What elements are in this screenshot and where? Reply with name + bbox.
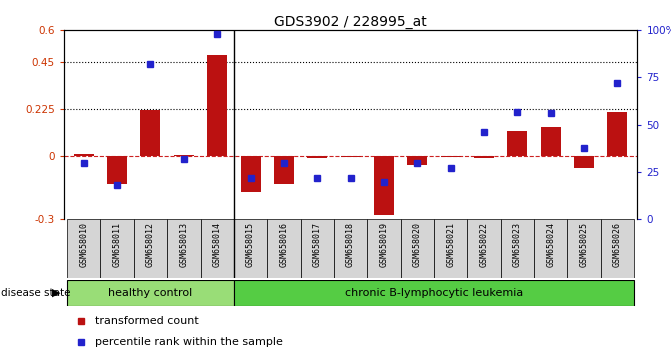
FancyBboxPatch shape bbox=[334, 219, 367, 278]
FancyBboxPatch shape bbox=[267, 219, 301, 278]
FancyBboxPatch shape bbox=[167, 219, 201, 278]
FancyBboxPatch shape bbox=[401, 219, 434, 278]
Text: GSM658016: GSM658016 bbox=[279, 222, 289, 267]
Text: GSM658019: GSM658019 bbox=[380, 222, 389, 267]
FancyBboxPatch shape bbox=[434, 219, 467, 278]
FancyBboxPatch shape bbox=[467, 219, 501, 278]
Bar bbox=[474, 156, 494, 159]
Bar bbox=[174, 155, 194, 156]
FancyBboxPatch shape bbox=[301, 219, 334, 278]
Text: transformed count: transformed count bbox=[95, 316, 199, 326]
Bar bbox=[274, 156, 294, 184]
Bar bbox=[574, 156, 594, 168]
Text: GSM658017: GSM658017 bbox=[313, 222, 321, 267]
Text: GSM658025: GSM658025 bbox=[580, 222, 588, 267]
Bar bbox=[240, 156, 260, 192]
Bar bbox=[441, 156, 461, 158]
Bar bbox=[374, 156, 394, 215]
Text: GSM658026: GSM658026 bbox=[613, 222, 622, 267]
FancyBboxPatch shape bbox=[234, 280, 634, 306]
Bar bbox=[407, 156, 427, 165]
Text: GSM658012: GSM658012 bbox=[146, 222, 155, 267]
Bar bbox=[207, 55, 227, 156]
Text: GSM658023: GSM658023 bbox=[513, 222, 522, 267]
Bar bbox=[74, 154, 94, 156]
Bar bbox=[307, 156, 327, 159]
Bar bbox=[541, 127, 561, 156]
Text: GSM658010: GSM658010 bbox=[79, 222, 89, 267]
Bar bbox=[140, 110, 160, 156]
Bar bbox=[507, 131, 527, 156]
FancyBboxPatch shape bbox=[234, 219, 267, 278]
Text: percentile rank within the sample: percentile rank within the sample bbox=[95, 337, 283, 348]
FancyBboxPatch shape bbox=[134, 219, 167, 278]
FancyBboxPatch shape bbox=[201, 219, 234, 278]
FancyBboxPatch shape bbox=[367, 219, 401, 278]
Text: GSM658014: GSM658014 bbox=[213, 222, 221, 267]
Text: healthy control: healthy control bbox=[108, 288, 193, 298]
Text: GSM658022: GSM658022 bbox=[480, 222, 488, 267]
FancyBboxPatch shape bbox=[67, 219, 101, 278]
FancyBboxPatch shape bbox=[501, 219, 534, 278]
Text: GSM658015: GSM658015 bbox=[246, 222, 255, 267]
FancyBboxPatch shape bbox=[534, 219, 568, 278]
Text: GSM658011: GSM658011 bbox=[113, 222, 121, 267]
FancyBboxPatch shape bbox=[67, 280, 234, 306]
Text: disease state: disease state bbox=[1, 288, 70, 298]
Text: ▶: ▶ bbox=[52, 288, 61, 298]
Bar bbox=[341, 156, 360, 158]
Text: chronic B-lymphocytic leukemia: chronic B-lymphocytic leukemia bbox=[345, 288, 523, 298]
FancyBboxPatch shape bbox=[101, 219, 134, 278]
FancyBboxPatch shape bbox=[568, 219, 601, 278]
Text: GSM658021: GSM658021 bbox=[446, 222, 455, 267]
Text: GSM658020: GSM658020 bbox=[413, 222, 422, 267]
Text: GSM658024: GSM658024 bbox=[546, 222, 555, 267]
Bar bbox=[607, 112, 627, 156]
Text: GSM658018: GSM658018 bbox=[346, 222, 355, 267]
Text: GSM658013: GSM658013 bbox=[179, 222, 189, 267]
Title: GDS3902 / 228995_at: GDS3902 / 228995_at bbox=[274, 15, 427, 29]
Bar bbox=[107, 156, 127, 184]
FancyBboxPatch shape bbox=[601, 219, 634, 278]
